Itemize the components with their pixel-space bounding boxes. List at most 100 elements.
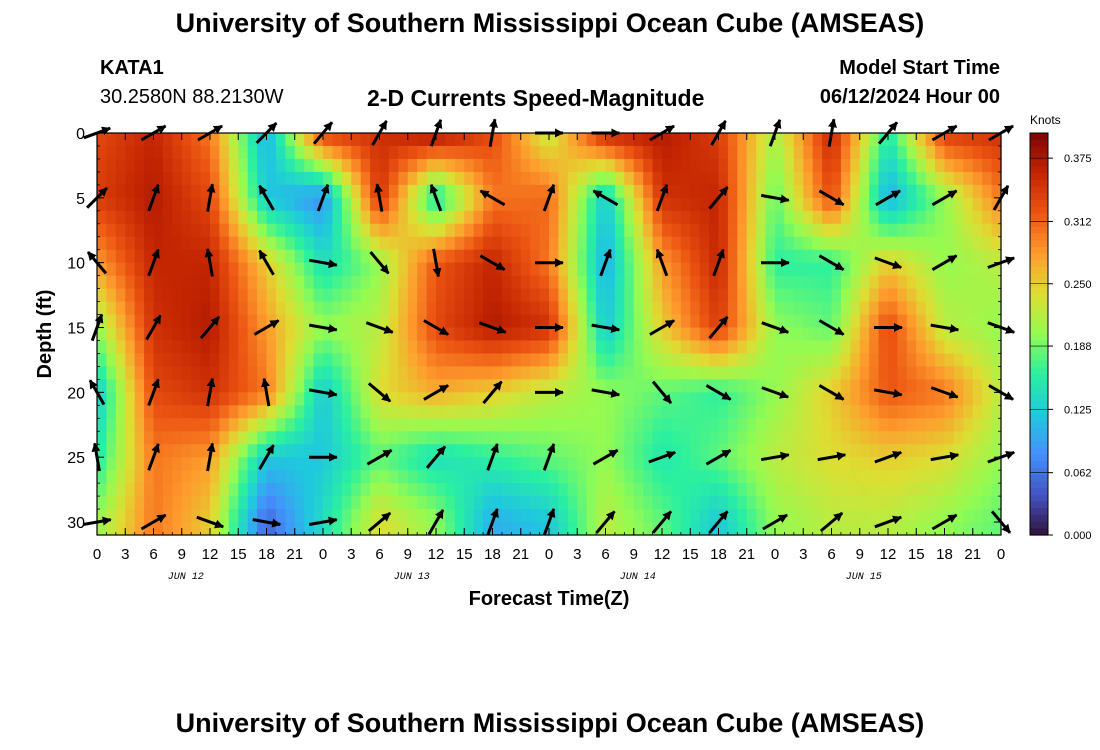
heatmap-cell [115, 340, 126, 355]
heatmap-cell [304, 353, 315, 368]
heatmap-cell [878, 431, 889, 445]
heatmap-cell [982, 158, 993, 173]
heatmap-cell [483, 133, 494, 147]
heatmap-cell [304, 483, 315, 497]
heatmap-cell [191, 340, 202, 355]
heatmap-cell [398, 197, 409, 212]
heatmap-cell [313, 327, 324, 342]
heatmap-cell [803, 509, 814, 523]
heatmap-cell [464, 405, 475, 419]
heatmap-cell [398, 145, 409, 160]
heatmap-cell [803, 457, 814, 471]
heatmap-cell [313, 314, 324, 329]
heatmap-cell [840, 522, 851, 536]
heatmap-cell [596, 133, 607, 147]
heatmap-cell [699, 457, 710, 471]
heatmap-cell [473, 392, 484, 406]
heatmap-cell [840, 470, 851, 484]
heatmap-cell [436, 223, 447, 238]
heatmap-cell [238, 158, 249, 173]
heatmap-cell [699, 392, 710, 406]
heatmap-cell [765, 236, 776, 251]
heatmap-cell [417, 184, 428, 199]
heatmap-cell [652, 197, 663, 212]
heatmap-cell [633, 483, 644, 497]
heatmap-cell [944, 210, 955, 225]
heatmap-cell [454, 171, 465, 186]
heatmap-cell [172, 340, 183, 355]
heatmap-cell [859, 171, 870, 186]
x-tick-label: 3 [121, 546, 129, 563]
heatmap-cell [200, 470, 211, 484]
heatmap-cell [878, 444, 889, 458]
heatmap-cell [558, 210, 569, 225]
heatmap-cell [134, 133, 145, 147]
heatmap-cell [285, 249, 296, 264]
heatmap-cell [756, 457, 767, 471]
heatmap-cell [454, 496, 465, 510]
heatmap-cell [530, 431, 541, 445]
heatmap-cell [191, 327, 202, 342]
heatmap-cell [605, 496, 616, 510]
heatmap-cell [991, 340, 1002, 355]
heatmap-cell [916, 405, 927, 419]
heatmap-cell [238, 483, 249, 497]
heatmap-cell [558, 366, 569, 380]
heatmap-cell [520, 223, 531, 238]
heatmap-cell [106, 483, 117, 497]
heatmap-cell [671, 236, 682, 251]
current-arrow [705, 448, 732, 466]
heatmap-cell [737, 223, 748, 238]
heatmap-cell [97, 197, 108, 212]
heatmap-cell [737, 457, 748, 471]
heatmap-cell [445, 509, 456, 523]
heatmap-cell [417, 223, 428, 238]
heatmap-cell [398, 366, 409, 380]
heatmap-cell [285, 327, 296, 342]
colorbar-swatch [1030, 340, 1048, 348]
day-label: JUN 14 [620, 572, 656, 583]
heatmap-cell [718, 483, 729, 497]
heatmap-cell [869, 171, 880, 186]
heatmap-cell [313, 301, 324, 316]
heatmap-cell [332, 171, 343, 186]
current-arrow [542, 508, 556, 536]
heatmap-cell [737, 288, 748, 303]
heatmap-cell [991, 288, 1002, 303]
heatmap-cell [680, 210, 691, 225]
heatmap-cell [153, 158, 164, 173]
heatmap-cell [407, 210, 418, 225]
heatmap-cell [756, 197, 767, 212]
heatmap-cell [925, 210, 936, 225]
heatmap-cell [426, 431, 437, 445]
heatmap-cell [577, 392, 588, 406]
heatmap-cell [388, 301, 399, 316]
heatmap-cell [388, 392, 399, 406]
heatmap-cell [313, 522, 324, 536]
heatmap-cell [323, 522, 334, 536]
heatmap-cell [793, 301, 804, 316]
heatmap-cell [831, 522, 842, 536]
heatmap-cell [351, 262, 362, 277]
heatmap-cell [746, 444, 757, 458]
heatmap-cell [162, 158, 173, 173]
heatmap-cell [671, 223, 682, 238]
heatmap-cell [285, 366, 296, 380]
heatmap-cell [323, 340, 334, 355]
heatmap-cell [614, 496, 625, 510]
heatmap-cell [982, 133, 993, 147]
heatmap-cell [699, 249, 710, 264]
heatmap-cell [172, 418, 183, 432]
heatmap-cell [605, 301, 616, 316]
heatmap-cell [285, 158, 296, 173]
heatmap-cell [727, 444, 738, 458]
heatmap-cell [944, 275, 955, 290]
heatmap-cell [492, 236, 503, 251]
heatmap-cell [473, 314, 484, 329]
colorbar-swatch [1030, 447, 1048, 456]
heatmap-cell [596, 223, 607, 238]
current-arrow [427, 509, 445, 535]
heatmap-cell [963, 145, 974, 160]
heatmap-cell [219, 197, 230, 212]
heatmap-cell [963, 223, 974, 238]
